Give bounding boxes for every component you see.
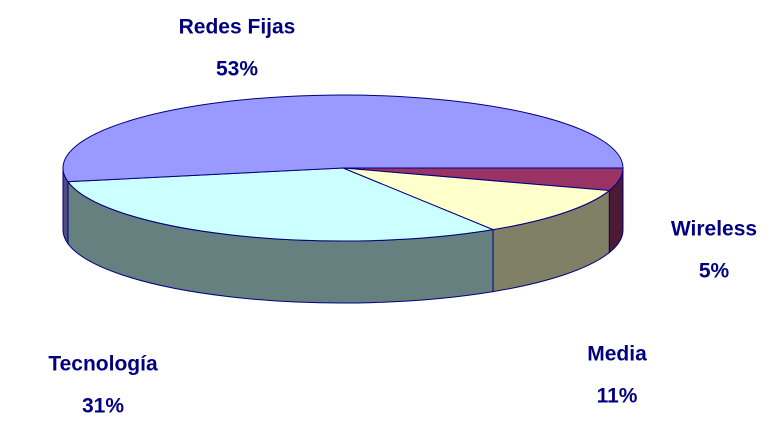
slice [62, 94, 624, 183]
slice-value-label: 31% [82, 395, 124, 418]
slice-value-label: 5% [699, 260, 730, 283]
slice-label: Tecnología [48, 353, 158, 376]
slice-value-label: 11% [597, 385, 638, 408]
slice-label: Wireless [671, 218, 757, 241]
slice-label: Media [587, 343, 647, 366]
slice-label: Redes Fijas [179, 16, 296, 39]
slice-value-label: 53% [216, 58, 258, 81]
slice [342, 167, 611, 231]
slice [67, 167, 495, 242]
